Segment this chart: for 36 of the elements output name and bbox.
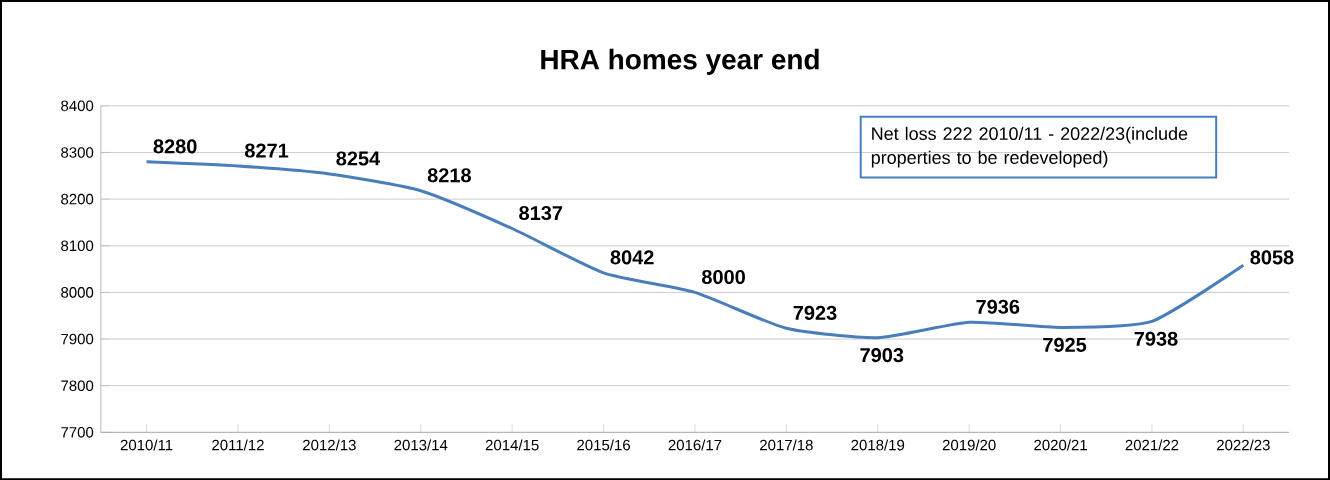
annotation: Net loss 222 2010/11 - 2022/23(include properties to be redeveloped): [871, 126, 1188, 168]
y-tick-label: 8300: [61, 147, 94, 158]
x-tick-label: 2015/16: [577, 439, 630, 451]
x-tick-label: 2018/19: [851, 439, 905, 451]
y-tick-label: 8200: [61, 193, 94, 205]
data-label: 8137: [519, 205, 563, 220]
y-tick-label: 7700: [61, 426, 94, 438]
data-label: 7903: [860, 347, 904, 363]
data-label: 8000: [701, 269, 745, 284]
y-tick-label: 8100: [61, 240, 94, 251]
data-label: 7923: [793, 305, 837, 320]
x-tick-label: 2017/18: [760, 439, 813, 451]
x-tick-label: 2014/15: [485, 439, 539, 451]
x-tick-label: 2022/23: [1217, 439, 1270, 451]
y-tick-label: 8000: [61, 286, 94, 298]
x-tick-label: 2012/13: [303, 439, 356, 451]
data-label: 8280: [153, 139, 197, 154]
x-tick-label: 2010/11: [120, 439, 173, 451]
x-tick-label: 2016/17: [668, 439, 722, 451]
data-label: 8058: [1250, 250, 1294, 265]
data-label: 8254: [336, 151, 381, 166]
x-tick-label: 2013/14: [394, 439, 448, 451]
x-tick-label: 2011/12: [212, 439, 264, 451]
x-tick-label: 2020/21: [1034, 439, 1087, 451]
data-label: 7938: [1134, 331, 1178, 346]
data-label: 8271: [244, 143, 289, 158]
x-tick-label: 2021/22: [1125, 439, 1179, 451]
x-tick-label: 2019/20: [942, 439, 996, 451]
data-label: 8042: [610, 250, 654, 265]
y-tick-label: 7800: [61, 380, 94, 391]
data-label: 7925: [1043, 337, 1087, 352]
data-label: 8218: [427, 168, 471, 183]
y-tick-label: 7900: [61, 333, 94, 345]
chart-title: HRA homes year end: [541, 48, 819, 75]
data-label: 7936: [976, 299, 1020, 314]
y-tick-label: 8400: [61, 100, 94, 112]
